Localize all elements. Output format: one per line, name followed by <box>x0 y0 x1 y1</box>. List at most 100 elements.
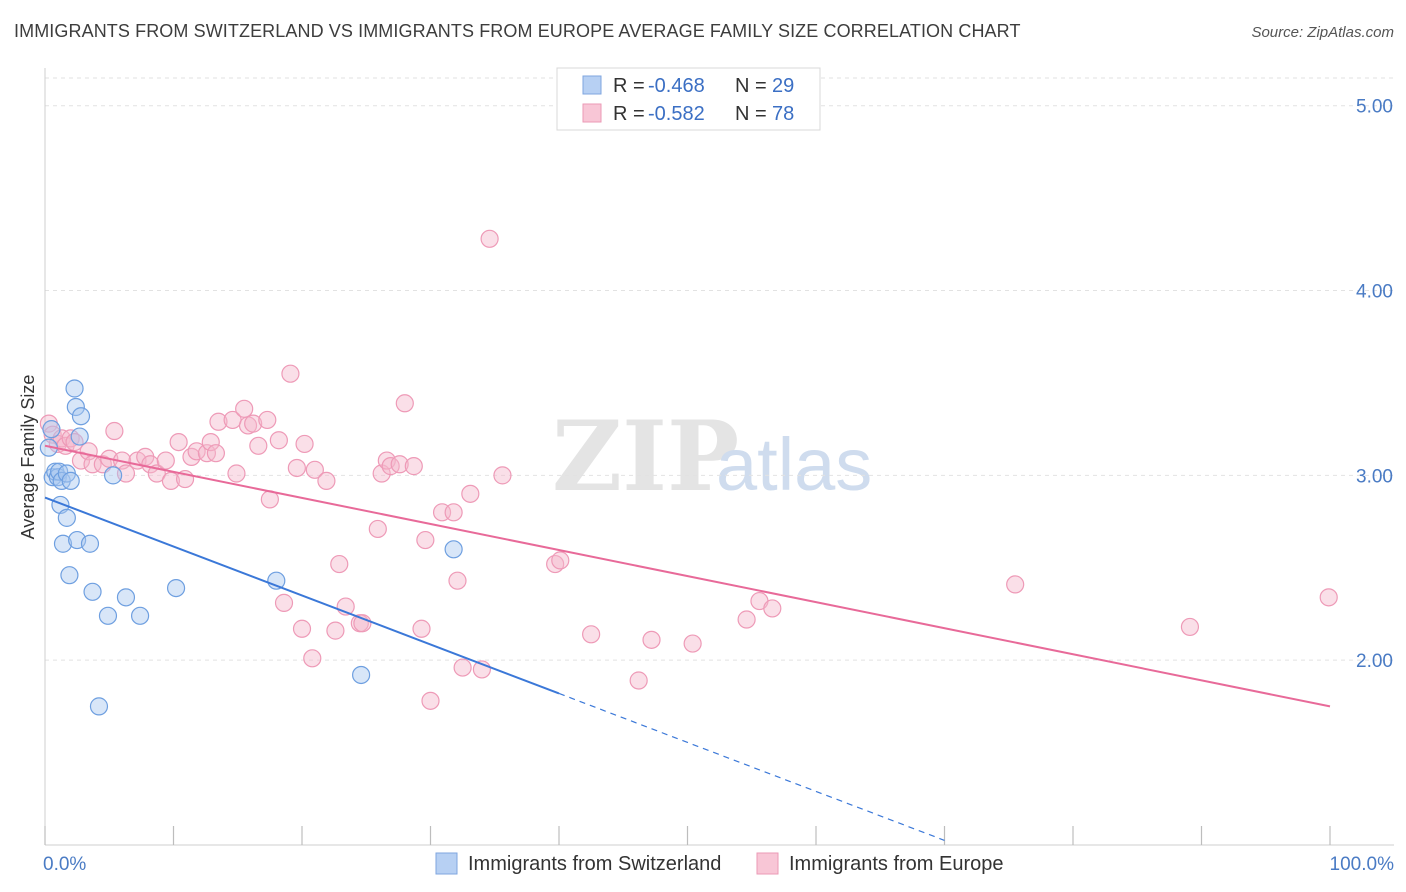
point-europe <box>1319 588 1338 607</box>
point-europe <box>390 455 409 474</box>
y-axis-label: Average Family Size <box>18 375 38 540</box>
point-europe <box>381 457 400 476</box>
watermark-atlas: atlas <box>716 423 872 506</box>
point-europe <box>448 571 467 590</box>
point-switzerland <box>444 540 463 559</box>
point-switzerland <box>66 397 85 417</box>
point-switzerland <box>89 697 109 716</box>
stats-n-label-pink: N = <box>735 103 767 125</box>
trend-lines <box>44 444 1331 841</box>
trend-line-switzerland-extension <box>558 692 945 841</box>
stats-n-value-pink: 78 <box>772 103 794 125</box>
point-switzerland <box>352 665 371 685</box>
point-europe <box>453 658 472 677</box>
point-switzerland <box>104 466 123 485</box>
watermark-zip: ZIP <box>552 400 739 513</box>
point-europe <box>105 421 124 441</box>
point-europe <box>480 229 499 248</box>
point-europe <box>258 410 277 430</box>
legend-label-europe: Immigrants from Europe <box>789 853 1004 875</box>
point-europe <box>287 458 306 478</box>
trend-line-europe <box>44 444 1331 708</box>
point-europe <box>249 436 268 455</box>
point-europe <box>169 432 188 452</box>
point-switzerland <box>166 579 186 598</box>
point-europe <box>416 530 435 550</box>
point-switzerland <box>98 606 118 625</box>
point-europe <box>421 691 440 710</box>
point-europe <box>551 551 570 570</box>
point-switzerland <box>70 427 89 446</box>
point-europe <box>629 671 648 690</box>
point-europe <box>317 471 336 491</box>
point-europe <box>305 460 324 479</box>
point-europe <box>274 593 294 612</box>
point-europe <box>235 399 254 418</box>
point-europe <box>1180 617 1200 637</box>
watermark: ZIP atlas <box>552 400 872 513</box>
point-europe <box>763 599 782 618</box>
point-europe <box>395 394 414 413</box>
series-legend: Immigrants from Switzerland Immigrants f… <box>435 852 1004 875</box>
y-tick-label: 3.00 <box>1356 466 1393 487</box>
point-europe <box>206 444 226 463</box>
point-europe <box>295 434 314 454</box>
point-europe <box>1006 575 1025 594</box>
y-tick-label: 2.00 <box>1356 651 1393 672</box>
legend-swatch-europe <box>756 852 779 875</box>
chart-source: Source: ZipAtlas.com <box>1251 24 1394 41</box>
point-europe <box>412 619 431 638</box>
point-europe <box>303 649 322 668</box>
point-switzerland <box>116 588 136 607</box>
point-switzerland <box>71 407 91 426</box>
point-europe <box>292 619 312 638</box>
point-europe <box>642 630 661 649</box>
chart-title: IMMIGRANTS FROM SWITZERLAND VS IMMIGRANT… <box>14 21 1021 41</box>
point-switzerland <box>65 379 84 398</box>
point-switzerland <box>80 534 100 553</box>
stats-r-value-blue: -0.468 <box>648 75 705 97</box>
stats-legend: R = -0.468 N = 29 R = -0.582 N = 78 <box>556 67 821 131</box>
point-europe <box>326 621 345 640</box>
point-europe <box>209 412 228 431</box>
point-europe <box>444 503 463 522</box>
point-switzerland <box>60 566 79 585</box>
point-europe <box>368 519 387 539</box>
point-europe <box>582 625 601 644</box>
point-switzerland <box>57 508 76 527</box>
point-switzerland <box>61 471 80 491</box>
stats-n-label-blue: N = <box>735 75 767 97</box>
point-europe <box>161 471 181 491</box>
point-europe <box>65 432 84 452</box>
stats-n-value-blue: 29 <box>772 75 794 97</box>
trend-line-switzerland <box>44 496 560 695</box>
stats-r-label-blue: R = <box>613 75 645 97</box>
point-europe <box>281 364 300 383</box>
point-switzerland <box>83 582 102 601</box>
point-europe <box>353 614 372 633</box>
legend-label-switzerland: Immigrants from Switzerland <box>468 853 721 875</box>
point-switzerland <box>130 606 150 625</box>
point-europe <box>156 451 175 470</box>
legend-swatch-switzerland <box>435 852 458 875</box>
axes: 2.00 3.00 4.00 5.00 0.0% 100.0% <box>43 68 1394 875</box>
y-tick-label: 4.00 <box>1356 282 1393 303</box>
point-europe <box>269 431 288 450</box>
point-europe <box>330 554 349 574</box>
point-switzerland <box>53 534 73 553</box>
point-europe <box>244 414 263 433</box>
grid <box>45 77 1394 661</box>
point-switzerland <box>42 420 61 439</box>
point-europe <box>227 464 246 483</box>
y-tick-label: 5.00 <box>1356 97 1393 118</box>
x-tick-label: 0.0% <box>43 854 86 875</box>
stats-r-value-pink: -0.582 <box>648 103 705 125</box>
point-europe <box>182 447 201 466</box>
point-europe <box>737 610 756 629</box>
x-tick-label: 100.0% <box>1330 854 1395 875</box>
point-europe <box>201 432 220 452</box>
point-europe <box>683 634 702 653</box>
point-europe <box>461 484 480 503</box>
stats-r-label-pink: R = <box>613 103 645 125</box>
